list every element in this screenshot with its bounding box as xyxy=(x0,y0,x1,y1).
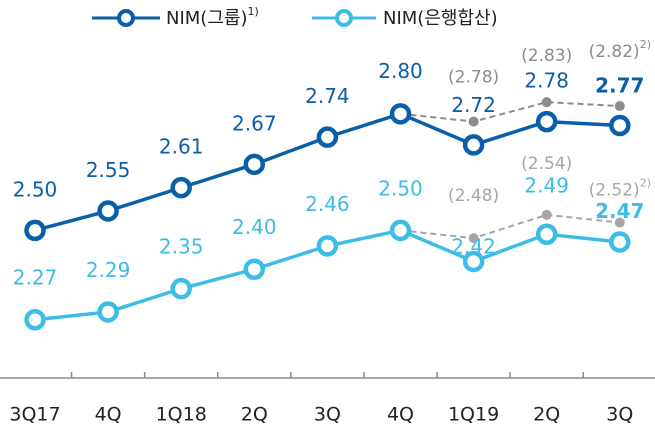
value-label-text: 2.35 xyxy=(159,234,204,258)
value-label-text: (2.48) xyxy=(448,186,499,206)
value-label-text: (2.54) xyxy=(521,154,572,174)
value-label-note: 2) xyxy=(640,177,651,190)
value-label: (2.82)2) xyxy=(589,38,651,62)
marker xyxy=(316,235,339,257)
value-label: (2.54) xyxy=(521,154,572,174)
adjusted-marker xyxy=(541,97,552,108)
marker xyxy=(609,114,631,137)
value-label-text: 2.74 xyxy=(305,84,350,108)
value-label: (2.78) xyxy=(448,68,499,88)
value-label-text: 2.80 xyxy=(378,58,423,82)
legend-text: NIM(은행합산) xyxy=(383,8,498,29)
marker xyxy=(243,258,266,280)
marker xyxy=(243,153,266,176)
marker xyxy=(389,219,412,242)
value-label-text: 2.77 xyxy=(595,73,644,97)
marker xyxy=(170,176,192,199)
value-label: (2.83) xyxy=(521,46,572,66)
marker xyxy=(97,301,119,323)
value-label: 2.74 xyxy=(305,84,350,108)
adjusted-line xyxy=(400,101,620,123)
legend-marker xyxy=(335,9,353,27)
value-label-text: 2.55 xyxy=(86,157,131,181)
x-tick-label: 3Q xyxy=(314,404,341,426)
adjusted-marker xyxy=(614,217,625,228)
value-label-text: 2.67 xyxy=(232,111,277,135)
value-label: 2.27 xyxy=(13,265,58,289)
value-label-text: 2.40 xyxy=(232,215,277,239)
marker xyxy=(535,110,558,133)
value-label: 2.55 xyxy=(86,157,131,181)
x-tick-label: 3Q xyxy=(606,404,633,426)
value-label: 2.49 xyxy=(524,173,569,197)
marker xyxy=(170,277,192,300)
adjusted-marker xyxy=(614,101,625,112)
value-label: 2.80 xyxy=(378,58,423,82)
value-label: (2.48) xyxy=(448,186,499,206)
value-label: 2.35 xyxy=(159,234,204,258)
value-label-text: 2.46 xyxy=(305,191,350,215)
value-label: 2.42 xyxy=(451,234,496,258)
adjusted-marker xyxy=(541,209,552,220)
value-label-text: 2.47 xyxy=(595,199,644,223)
value-label: 2.46 xyxy=(305,191,350,215)
x-tick-label: 4Q xyxy=(95,404,122,426)
value-label: 2.29 xyxy=(86,257,131,281)
value-label: 2.78 xyxy=(524,68,569,92)
marker xyxy=(609,231,631,253)
marker xyxy=(316,126,339,148)
value-label: 2.77 xyxy=(595,73,644,97)
marker xyxy=(462,250,485,273)
value-label: 2.61 xyxy=(159,134,204,158)
value-label: 2.72 xyxy=(451,92,496,116)
x-tick-label: 1Q18 xyxy=(156,404,207,426)
legend-label: NIM(은행합산) xyxy=(383,8,498,29)
value-label: 2.50 xyxy=(13,177,58,201)
value-label-text: (2.78) xyxy=(448,68,499,88)
value-label-text: 2.29 xyxy=(86,257,131,281)
value-label-text: (2.82) xyxy=(589,42,640,62)
marker xyxy=(97,200,119,222)
adjusted-marker xyxy=(468,233,479,244)
marker xyxy=(535,223,558,246)
value-label-text: 2.50 xyxy=(13,177,58,201)
legend-note: 1) xyxy=(247,5,258,18)
value-label-text: (2.52) xyxy=(589,181,640,201)
legend-marker xyxy=(117,9,135,27)
value-label-text: 2.50 xyxy=(378,176,423,200)
value-label: (2.52)2) xyxy=(589,177,651,201)
marker xyxy=(462,134,485,156)
value-label-text: 2.27 xyxy=(13,265,58,289)
x-tick-label: 2Q xyxy=(241,404,268,426)
x-tick-label: 2Q xyxy=(533,404,560,426)
value-label: 2.40 xyxy=(232,215,277,239)
value-label-text: 2.42 xyxy=(451,234,496,258)
value-label: 2.47 xyxy=(595,199,644,223)
value-label-text: 2.49 xyxy=(524,173,569,197)
value-label-text: (2.83) xyxy=(521,46,572,66)
marker xyxy=(389,103,412,125)
marker xyxy=(24,219,46,242)
adjusted-marker xyxy=(468,116,479,127)
legend-text: NIM(그룹) xyxy=(166,8,247,29)
value-label-text: 2.78 xyxy=(524,68,569,92)
value-label-text: 2.72 xyxy=(451,92,496,116)
marker xyxy=(24,308,46,331)
value-label-text: 2.61 xyxy=(159,134,204,158)
legend-label: NIM(그룹)1) xyxy=(166,5,259,29)
x-tick-label: 4Q xyxy=(387,404,414,426)
value-label: 2.50 xyxy=(378,176,423,200)
adjusted-line xyxy=(400,213,620,240)
x-tick-label: 1Q19 xyxy=(448,404,499,426)
x-tick-label: 3Q17 xyxy=(9,404,60,426)
value-label: 2.67 xyxy=(232,111,277,135)
value-label-note: 2) xyxy=(640,38,651,51)
